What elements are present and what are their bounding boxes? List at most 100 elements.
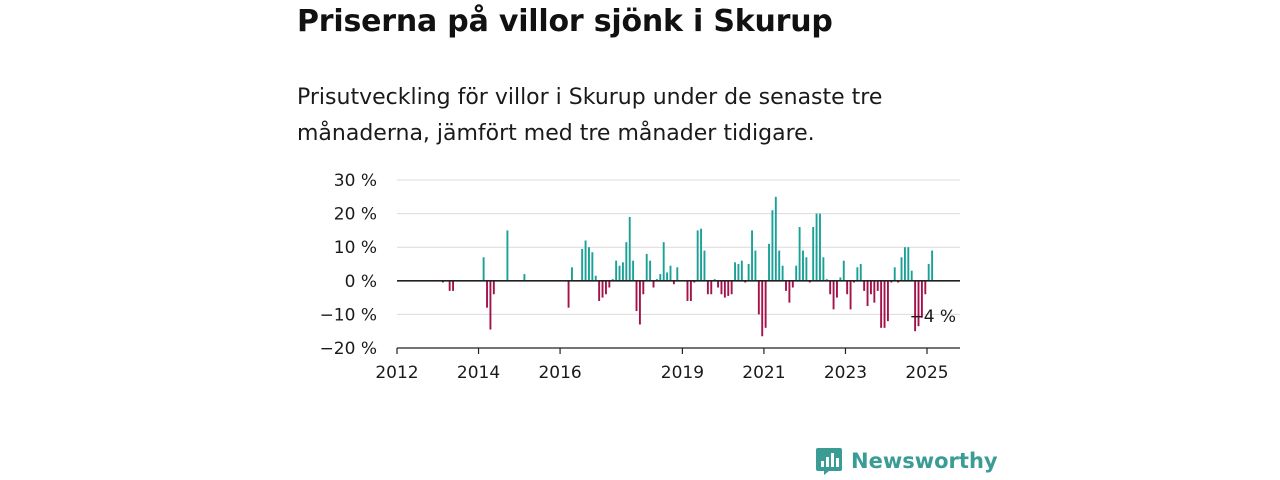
y-tick-label: −10 % bbox=[320, 305, 377, 325]
bar bbox=[730, 280, 733, 295]
bar bbox=[482, 257, 485, 281]
bar bbox=[931, 250, 934, 281]
bar bbox=[778, 250, 781, 281]
bar bbox=[927, 264, 930, 281]
bar bbox=[737, 264, 740, 281]
bar bbox=[655, 279, 658, 281]
bar bbox=[625, 242, 628, 281]
bar bbox=[863, 280, 866, 291]
bar bbox=[744, 280, 747, 283]
bar bbox=[866, 280, 869, 306]
bar bbox=[869, 280, 872, 295]
bar bbox=[747, 264, 750, 281]
bar bbox=[768, 243, 770, 281]
annotation-label: −4 % bbox=[909, 307, 956, 327]
x-tick-label: 2021 bbox=[742, 363, 785, 383]
bar bbox=[883, 280, 886, 328]
bar bbox=[492, 280, 495, 295]
bar bbox=[798, 227, 801, 281]
bar bbox=[441, 280, 444, 283]
x-tick-label: 2014 bbox=[457, 363, 500, 383]
bar bbox=[686, 280, 689, 301]
bar bbox=[448, 280, 451, 291]
bar bbox=[751, 230, 753, 281]
bar bbox=[774, 196, 777, 281]
y-tick-label: 20 % bbox=[334, 205, 377, 225]
bar bbox=[795, 265, 798, 281]
bar bbox=[615, 260, 618, 281]
bar bbox=[907, 247, 910, 281]
bar bbox=[523, 274, 526, 281]
bar bbox=[856, 267, 859, 281]
bar bbox=[886, 280, 889, 322]
gridlines bbox=[397, 179, 960, 349]
bar bbox=[696, 230, 699, 281]
bar bbox=[917, 280, 920, 327]
bar bbox=[832, 280, 835, 310]
x-tick-label: 2019 bbox=[661, 363, 704, 383]
bar bbox=[717, 280, 720, 288]
bar bbox=[662, 242, 665, 281]
bar bbox=[608, 280, 611, 288]
bar bbox=[839, 277, 842, 281]
bar bbox=[642, 280, 645, 295]
bar bbox=[757, 280, 760, 315]
bar bbox=[659, 274, 662, 281]
bar bbox=[802, 250, 804, 281]
bar bbox=[635, 280, 638, 312]
bar bbox=[822, 257, 825, 281]
bar bbox=[713, 279, 716, 281]
bar bbox=[594, 275, 597, 281]
bar bbox=[859, 264, 862, 281]
bar bbox=[618, 265, 621, 281]
y-tick-label: 30 % bbox=[334, 171, 377, 191]
y-tick-label: 10 % bbox=[334, 238, 377, 258]
bar bbox=[672, 280, 675, 285]
x-tick-label: 2023 bbox=[824, 363, 867, 383]
bar bbox=[567, 280, 570, 308]
bar bbox=[693, 280, 696, 283]
bar bbox=[812, 227, 815, 281]
bar bbox=[584, 240, 587, 281]
bar bbox=[601, 280, 604, 298]
bar bbox=[669, 265, 672, 281]
bar bbox=[638, 280, 641, 325]
bar bbox=[700, 228, 703, 281]
bar bbox=[815, 213, 818, 281]
bar bbox=[628, 216, 631, 281]
bar bbox=[571, 267, 573, 281]
bar bbox=[825, 279, 828, 281]
bar bbox=[880, 280, 883, 328]
bar bbox=[903, 247, 906, 281]
bar bbox=[723, 280, 726, 298]
brand-name: Newsworthy bbox=[851, 449, 998, 473]
bar bbox=[873, 280, 876, 303]
bar bbox=[805, 257, 808, 281]
bar bbox=[621, 262, 624, 281]
bar bbox=[910, 270, 913, 281]
bar bbox=[720, 280, 723, 295]
bar bbox=[808, 280, 811, 283]
bar bbox=[829, 280, 832, 295]
brand-logo: Newsworthy bbox=[815, 446, 998, 476]
bar bbox=[890, 280, 893, 283]
bar bbox=[842, 260, 845, 281]
bar bbox=[588, 247, 590, 281]
bar bbox=[900, 257, 903, 281]
y-tick-label: −20 % bbox=[320, 339, 377, 359]
x-tick-label: 2025 bbox=[905, 363, 948, 383]
bar bbox=[489, 280, 492, 330]
bar bbox=[924, 280, 927, 295]
bar bbox=[706, 280, 709, 295]
x-tick-label: 2016 bbox=[538, 363, 581, 383]
bar bbox=[703, 250, 706, 281]
bar bbox=[598, 280, 601, 301]
tick-labels: 30 % 20 % 10 % 0 % −10 % −20 % 2012 2014 2016 201… bbox=[320, 171, 949, 383]
bar bbox=[649, 260, 652, 281]
bar bbox=[604, 280, 607, 295]
bars bbox=[441, 196, 934, 337]
bar bbox=[836, 280, 838, 298]
bar bbox=[761, 280, 764, 337]
bar bbox=[611, 279, 614, 281]
